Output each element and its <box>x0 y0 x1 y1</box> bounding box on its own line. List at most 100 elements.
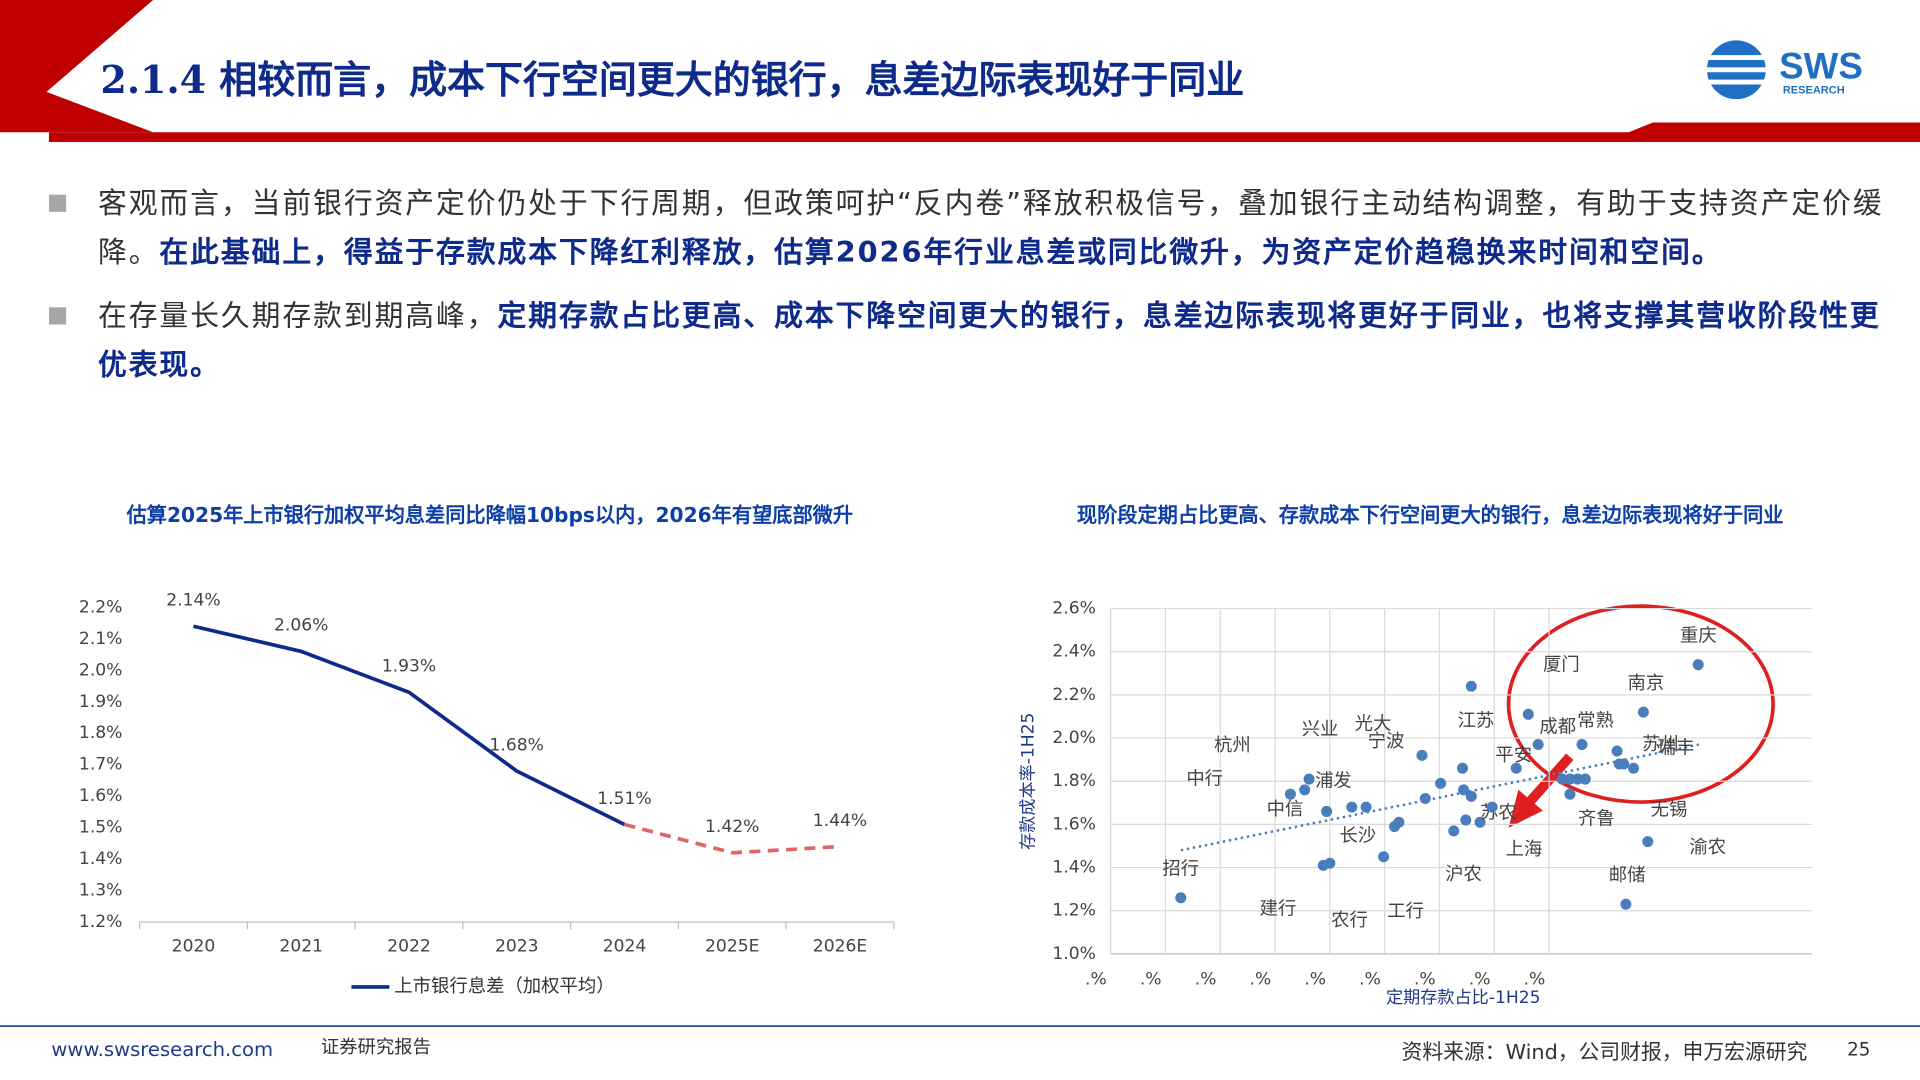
header-corner <box>0 0 154 133</box>
logo-sub: RESEARCH <box>1783 85 1845 97</box>
y-tick-label: 1.6% <box>1052 814 1096 834</box>
y-tick-label: 1.8% <box>1052 771 1096 791</box>
arrow-head <box>1508 789 1543 828</box>
y-tick-label: 1.8% <box>79 723 123 743</box>
point-label: 苏州 <box>1642 734 1679 755</box>
point <box>1564 773 1576 785</box>
y-tick-label: 2.4% <box>1052 642 1096 662</box>
x-tick-label: .% <box>1085 970 1107 990</box>
point <box>1465 790 1477 802</box>
point <box>1532 739 1544 751</box>
data-label: 1.51% <box>597 789 651 809</box>
x-axis-title: 定期存款占比-1H25 <box>1386 988 1541 1008</box>
y-tick-label: 1.7% <box>79 755 123 775</box>
point <box>1458 784 1470 796</box>
footer-source: 资料来源：Wind，公司财报，申万宏源研究 <box>1402 1040 1808 1064</box>
point-label: 浦发 <box>1315 770 1352 791</box>
point <box>1628 762 1640 774</box>
point <box>1474 816 1486 828</box>
y-tick-label: 2.0% <box>1052 728 1096 748</box>
highlight-ellipse <box>1506 604 1775 804</box>
point-label: 渝农 <box>1689 837 1726 858</box>
point <box>1419 792 1431 805</box>
y-axis-title: 存款成本率-1H25 <box>1019 713 1039 850</box>
chart-title: 估算2025年上市银行加权平均息差同比降幅10bps以内，2026年有望底部微升 <box>126 503 853 527</box>
footer-label: 证券研究报告 <box>321 1037 431 1058</box>
x-tick-label: 2022 <box>387 937 431 957</box>
chart-title: 现阶段定期占比更高、存款成本下行空间更大的银行，息差边际表现将好于同业 <box>1077 503 1784 527</box>
page-number: 25 <box>1847 1040 1870 1061</box>
point <box>1416 749 1428 761</box>
point-label: 厦门 <box>1543 654 1580 675</box>
point <box>1620 898 1632 910</box>
bullet: 在存量长久期存款到期高峰，定期存款占比更高、成本下降空间更大的银行，息差边际表现… <box>48 291 1886 389</box>
data-label: 2.14% <box>166 591 220 611</box>
point-label: 建行 <box>1260 898 1297 919</box>
point <box>1299 784 1311 796</box>
trendline <box>1180 743 1700 852</box>
y-tick-label: 1.5% <box>79 818 123 838</box>
point <box>1510 762 1522 774</box>
point-label: 成都 <box>1539 716 1576 737</box>
point <box>1572 773 1584 785</box>
point-label: 常熟 <box>1577 710 1614 731</box>
point <box>1637 706 1649 718</box>
x-tick-label: .% <box>1250 970 1272 990</box>
bullet-text: 在存量长久期存款到期高峰， <box>97 298 498 334</box>
bullet-emphasis: 定期存款占比更高、成本下降空间更大的银行，息差边际表现将更好于同业，也将支撑其营… <box>97 298 1881 383</box>
x-tick-label: 2026E <box>813 937 867 957</box>
data-label: 2.06% <box>274 616 328 636</box>
point-label: 齐鲁 <box>1578 808 1615 829</box>
point-label: 平安 <box>1495 745 1532 766</box>
point-label: 兴业 <box>1302 719 1339 740</box>
bullet: 客观而言，当前银行资产定价仍处于下行周期，但政策呵护“反内卷”释放积极信号，叠加… <box>48 179 1886 277</box>
forecast-line <box>624 822 841 855</box>
point-label: 苏农 <box>1480 803 1517 824</box>
y-tick-label: 1.4% <box>1052 858 1096 878</box>
y-tick-label: 2.2% <box>79 597 123 617</box>
point <box>1460 814 1472 826</box>
point <box>1346 801 1358 813</box>
y-tick-label: 2.1% <box>79 629 123 649</box>
point <box>1618 758 1630 770</box>
point <box>1611 745 1623 757</box>
footer-url: www.swsresearch.com <box>51 1038 273 1061</box>
slide-title: 2.1.4 相较而言，成本下行空间更大的银行，息差边际表现好于同业 <box>100 58 1245 103</box>
x-tick-label: .% <box>1140 970 1162 990</box>
point <box>1486 801 1498 813</box>
point <box>1303 773 1315 785</box>
bullet-marker <box>48 307 67 325</box>
point-label: 江苏 <box>1458 711 1495 732</box>
point-label: 中信 <box>1267 799 1304 820</box>
x-tick-label: 2020 <box>172 937 216 957</box>
point <box>1360 801 1372 813</box>
y-tick-label: 1.3% <box>79 881 123 901</box>
legend-label: 上市银行息差（加权平均） <box>394 976 614 997</box>
y-tick-label: 1.4% <box>79 849 123 869</box>
x-tick-label: .% <box>1359 970 1381 990</box>
data-label: 1.42% <box>705 817 759 837</box>
data-label: 1.93% <box>382 657 436 677</box>
point-label: 宁波 <box>1368 731 1405 752</box>
point-label: 农行 <box>1331 910 1368 931</box>
point <box>1465 680 1477 692</box>
point <box>1435 777 1447 789</box>
x-tick-label: .% <box>1414 970 1436 990</box>
x-tick-label: 2025E <box>705 937 759 957</box>
data-label: 1.44% <box>813 811 867 831</box>
y-tick-label: 1.6% <box>79 786 123 806</box>
point-label: 光大 <box>1355 714 1392 735</box>
point <box>1642 836 1654 848</box>
x-tick-label: .% <box>1469 970 1491 990</box>
y-tick-label: 2.2% <box>1052 685 1096 705</box>
logo-name: SWS <box>1779 45 1863 86</box>
point <box>1378 851 1390 863</box>
point <box>1564 788 1576 800</box>
y-tick-label: 2.6% <box>1052 599 1096 619</box>
point-label: 中行 <box>1186 768 1223 789</box>
point <box>1324 857 1336 869</box>
